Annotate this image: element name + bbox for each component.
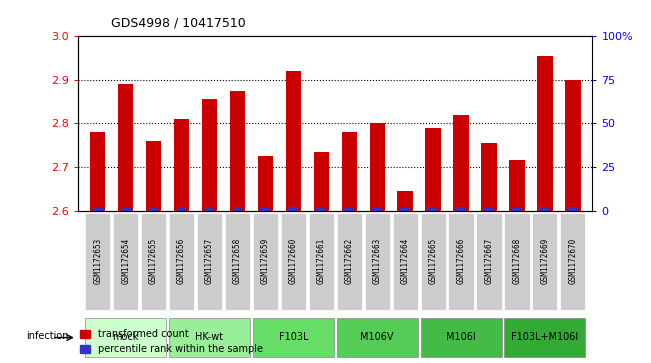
FancyBboxPatch shape (253, 213, 278, 310)
Text: GSM1172654: GSM1172654 (121, 238, 130, 285)
Text: GSM1172653: GSM1172653 (93, 238, 102, 285)
Text: M106V: M106V (361, 332, 394, 342)
Bar (90, 132, 105, 211)
FancyBboxPatch shape (561, 213, 585, 310)
FancyBboxPatch shape (169, 213, 194, 310)
Bar (260, 208, 270, 211)
Text: GSM1172666: GSM1172666 (456, 238, 465, 285)
FancyBboxPatch shape (141, 213, 166, 310)
Bar (453, 115, 469, 211)
Text: GSM1172657: GSM1172657 (205, 238, 214, 285)
Bar (202, 99, 217, 211)
Text: GSM1172659: GSM1172659 (261, 238, 270, 285)
Text: GSM1172656: GSM1172656 (177, 238, 186, 285)
Bar (372, 208, 382, 211)
FancyBboxPatch shape (337, 318, 418, 357)
Text: HK-wt: HK-wt (195, 332, 223, 342)
FancyBboxPatch shape (477, 213, 501, 310)
Text: GSM1172655: GSM1172655 (149, 238, 158, 285)
Bar (512, 208, 522, 211)
FancyBboxPatch shape (449, 213, 474, 310)
Bar (146, 141, 161, 211)
FancyBboxPatch shape (309, 213, 334, 310)
FancyBboxPatch shape (421, 318, 501, 357)
FancyBboxPatch shape (365, 213, 390, 310)
Bar (400, 208, 410, 211)
Bar (230, 91, 245, 211)
Bar (537, 56, 553, 211)
FancyBboxPatch shape (85, 318, 166, 357)
Bar (204, 207, 214, 211)
FancyBboxPatch shape (85, 213, 110, 310)
Bar (342, 132, 357, 211)
FancyBboxPatch shape (393, 213, 418, 310)
Bar (428, 207, 438, 211)
Bar (484, 208, 494, 211)
Bar (425, 128, 441, 211)
Bar (481, 143, 497, 211)
Bar (398, 191, 413, 211)
Text: GSM1172662: GSM1172662 (345, 238, 353, 285)
Legend: transformed count, percentile rank within the sample: transformed count, percentile rank withi… (76, 326, 267, 358)
FancyBboxPatch shape (533, 213, 557, 310)
Text: F103L+M106I: F103L+M106I (511, 332, 579, 342)
Text: GSM1172670: GSM1172670 (568, 238, 577, 285)
Bar (568, 207, 577, 211)
FancyBboxPatch shape (169, 318, 250, 357)
Bar (93, 208, 103, 211)
Bar (148, 208, 158, 211)
Text: GSM1172658: GSM1172658 (233, 238, 242, 285)
Bar (540, 207, 550, 211)
FancyBboxPatch shape (197, 213, 222, 310)
Bar (118, 84, 133, 211)
Bar (456, 207, 466, 211)
Bar (344, 208, 354, 211)
Text: GSM1172661: GSM1172661 (317, 238, 326, 285)
FancyBboxPatch shape (253, 318, 334, 357)
Bar (258, 156, 273, 211)
FancyBboxPatch shape (225, 213, 250, 310)
Bar (565, 80, 581, 211)
Bar (286, 71, 301, 211)
Text: GSM1172663: GSM1172663 (372, 238, 381, 285)
Text: F103L: F103L (279, 332, 308, 342)
Bar (176, 207, 186, 211)
Text: GSM1172665: GSM1172665 (428, 238, 437, 285)
Text: GSM1172669: GSM1172669 (540, 238, 549, 285)
FancyBboxPatch shape (505, 213, 529, 310)
Text: M106I: M106I (446, 332, 476, 342)
Bar (370, 123, 385, 211)
Bar (120, 208, 131, 211)
Bar (509, 160, 525, 211)
FancyBboxPatch shape (421, 213, 446, 310)
FancyBboxPatch shape (113, 213, 138, 310)
Text: GSM1172660: GSM1172660 (289, 238, 298, 285)
Text: infection: infection (26, 331, 68, 341)
Bar (288, 207, 298, 211)
FancyBboxPatch shape (505, 318, 585, 357)
FancyBboxPatch shape (281, 213, 306, 310)
FancyBboxPatch shape (337, 213, 362, 310)
Bar (316, 208, 326, 211)
Text: GDS4998 / 10417510: GDS4998 / 10417510 (111, 16, 245, 29)
Bar (314, 152, 329, 211)
Text: GSM1172668: GSM1172668 (512, 238, 521, 285)
Text: GSM1172667: GSM1172667 (484, 238, 493, 285)
Bar (232, 207, 242, 211)
Bar (174, 119, 189, 211)
Text: GSM1172664: GSM1172664 (400, 238, 409, 285)
Text: mock: mock (113, 332, 139, 342)
